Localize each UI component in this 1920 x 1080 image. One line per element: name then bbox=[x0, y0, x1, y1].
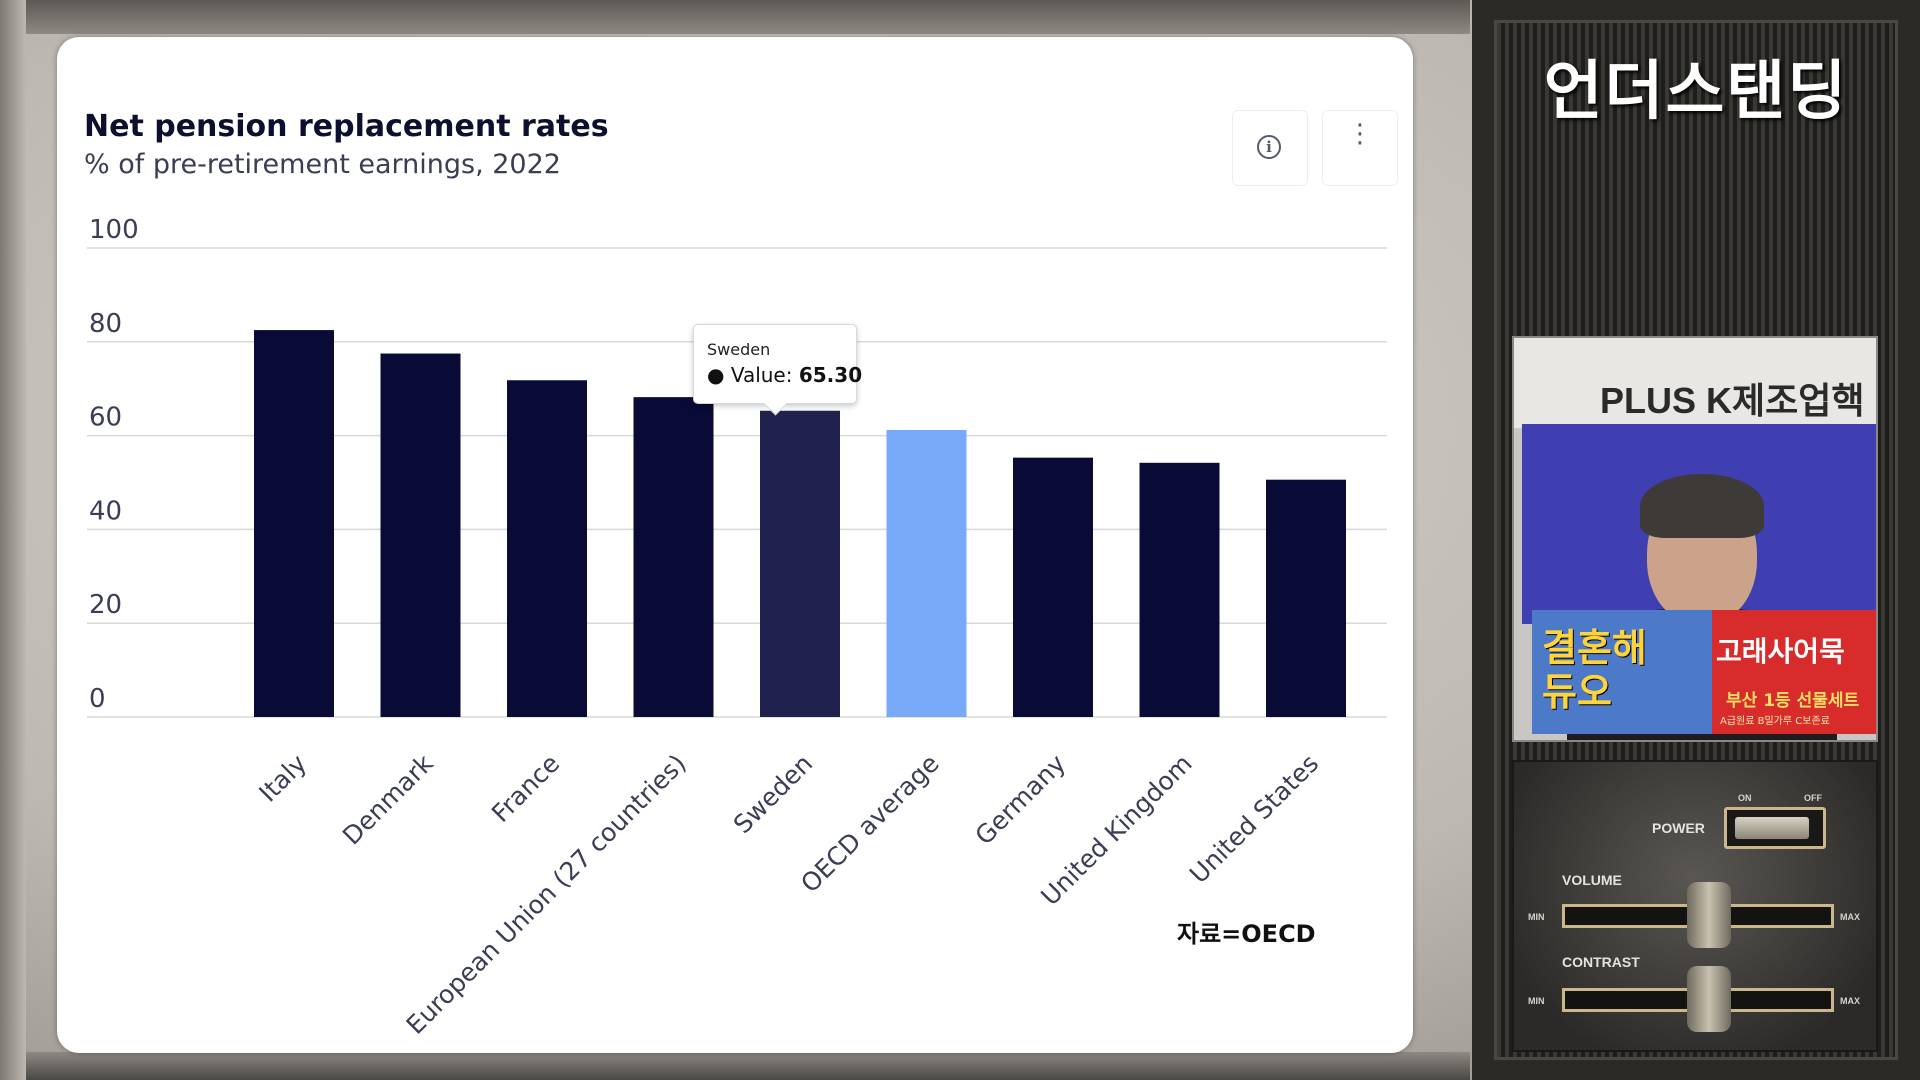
tooltip-title: Sweden bbox=[707, 340, 771, 359]
volume-label: VOLUME bbox=[1562, 872, 1622, 888]
frame-bottom bbox=[0, 1052, 1470, 1080]
x-tick-label: France bbox=[486, 749, 565, 828]
x-tick-label: Sweden bbox=[728, 749, 818, 839]
bar[interactable] bbox=[760, 410, 840, 717]
bar[interactable] bbox=[1266, 479, 1346, 717]
chart-title: Net pension replacement rates bbox=[84, 109, 609, 144]
bar[interactable] bbox=[1139, 462, 1220, 717]
volume-min-label: MIN bbox=[1528, 912, 1545, 922]
ad-right-footer: A급원료 B밀가루 C보존료 bbox=[1720, 716, 1830, 727]
bar[interactable] bbox=[380, 353, 461, 717]
frame-top bbox=[0, 0, 1470, 34]
y-tick-label: 0 bbox=[89, 684, 106, 714]
contrast-max-label: MAX bbox=[1840, 996, 1860, 1006]
ad-banner-left: 결혼해 듀오 bbox=[1532, 610, 1712, 734]
retro-control-panel: ON OFF POWER VOLUME MIN MAX CONTRAST MIN… bbox=[1512, 760, 1878, 1052]
power-switch-knob bbox=[1735, 817, 1809, 839]
x-tick-label: Denmark bbox=[337, 748, 439, 850]
ad-left-line-1: 결혼해 bbox=[1542, 626, 1647, 670]
tooltip-value: 65.30 bbox=[798, 363, 863, 387]
tooltip-bullet: ● bbox=[707, 363, 725, 387]
x-tick-label: Germany bbox=[969, 749, 1071, 851]
ad-right-title: 고래사어묵 bbox=[1716, 635, 1845, 668]
frame-left bbox=[0, 0, 26, 1080]
side-panel: 언더스탠딩 PLUS K제조업핵 결혼해 듀오 고래사어묵 부산 1등 선물세트… bbox=[1472, 0, 1920, 1080]
ad-right-subtitle: 부산 1등 선물세트 bbox=[1726, 691, 1860, 711]
y-tick-label: 80 bbox=[89, 309, 122, 339]
tooltip-value-row: ● Value: 65.30 bbox=[707, 363, 862, 387]
channel-logo: 언더스탠딩 bbox=[1543, 55, 1849, 129]
ad-banner-right: 고래사어묵 부산 1등 선물세트 A급원료 B밀가루 C보존료 bbox=[1712, 610, 1876, 734]
power-label: POWER bbox=[1652, 820, 1705, 836]
chart-card: Net pension replacement rates % of pre-r… bbox=[57, 37, 1413, 1053]
contrast-slider-knob[interactable] bbox=[1687, 966, 1732, 1032]
more-options-button[interactable]: ⋮ bbox=[1322, 110, 1398, 186]
y-tick-label: 20 bbox=[89, 590, 122, 620]
chart-subtitle: % of pre-retirement earnings, 2022 bbox=[84, 149, 561, 180]
on-label: ON bbox=[1738, 793, 1752, 803]
bar[interactable] bbox=[1013, 457, 1093, 717]
contrast-label: CONTRAST bbox=[1562, 954, 1640, 970]
chart-tooltip: Sweden ● Value: 65.30 bbox=[693, 324, 862, 404]
ad-left-line-2: 듀오 bbox=[1542, 670, 1612, 714]
x-tick-label: OECD average bbox=[795, 749, 945, 899]
off-label: OFF bbox=[1804, 793, 1822, 803]
info-icon: i bbox=[1257, 135, 1281, 159]
video-sign-board: PLUS K제조업핵 bbox=[1514, 338, 1876, 428]
x-tick-label: Italy bbox=[253, 749, 312, 808]
volume-slider-knob[interactable] bbox=[1687, 882, 1732, 948]
contrast-min-label: MIN bbox=[1528, 996, 1545, 1006]
x-tick-label: European Union (27 countries) bbox=[401, 749, 692, 1040]
bar[interactable] bbox=[254, 330, 334, 717]
bar[interactable] bbox=[886, 429, 967, 717]
source-note: 자료=OECD bbox=[1177, 920, 1316, 948]
info-button[interactable]: i bbox=[1232, 110, 1308, 186]
y-tick-label: 40 bbox=[89, 496, 122, 526]
ad-left-text: 결혼해 듀오 bbox=[1542, 626, 1647, 714]
video-sign-text: PLUS K제조업핵 bbox=[1600, 380, 1865, 421]
bar[interactable] bbox=[507, 380, 587, 717]
volume-max-label: MAX bbox=[1840, 912, 1860, 922]
presenter-hair bbox=[1640, 474, 1764, 538]
y-tick-label: 100 bbox=[89, 215, 139, 245]
y-tick-label: 60 bbox=[89, 403, 122, 433]
tooltip-value-label: Value: bbox=[730, 363, 793, 387]
x-tick-label: United States bbox=[1184, 749, 1324, 889]
bar[interactable] bbox=[633, 397, 714, 717]
power-switch[interactable] bbox=[1724, 807, 1826, 849]
video-backdrop bbox=[1522, 424, 1876, 740]
video-thumbnail[interactable]: PLUS K제조업핵 결혼해 듀오 고래사어묵 부산 1등 선물세트 A급원료 … bbox=[1512, 336, 1878, 742]
